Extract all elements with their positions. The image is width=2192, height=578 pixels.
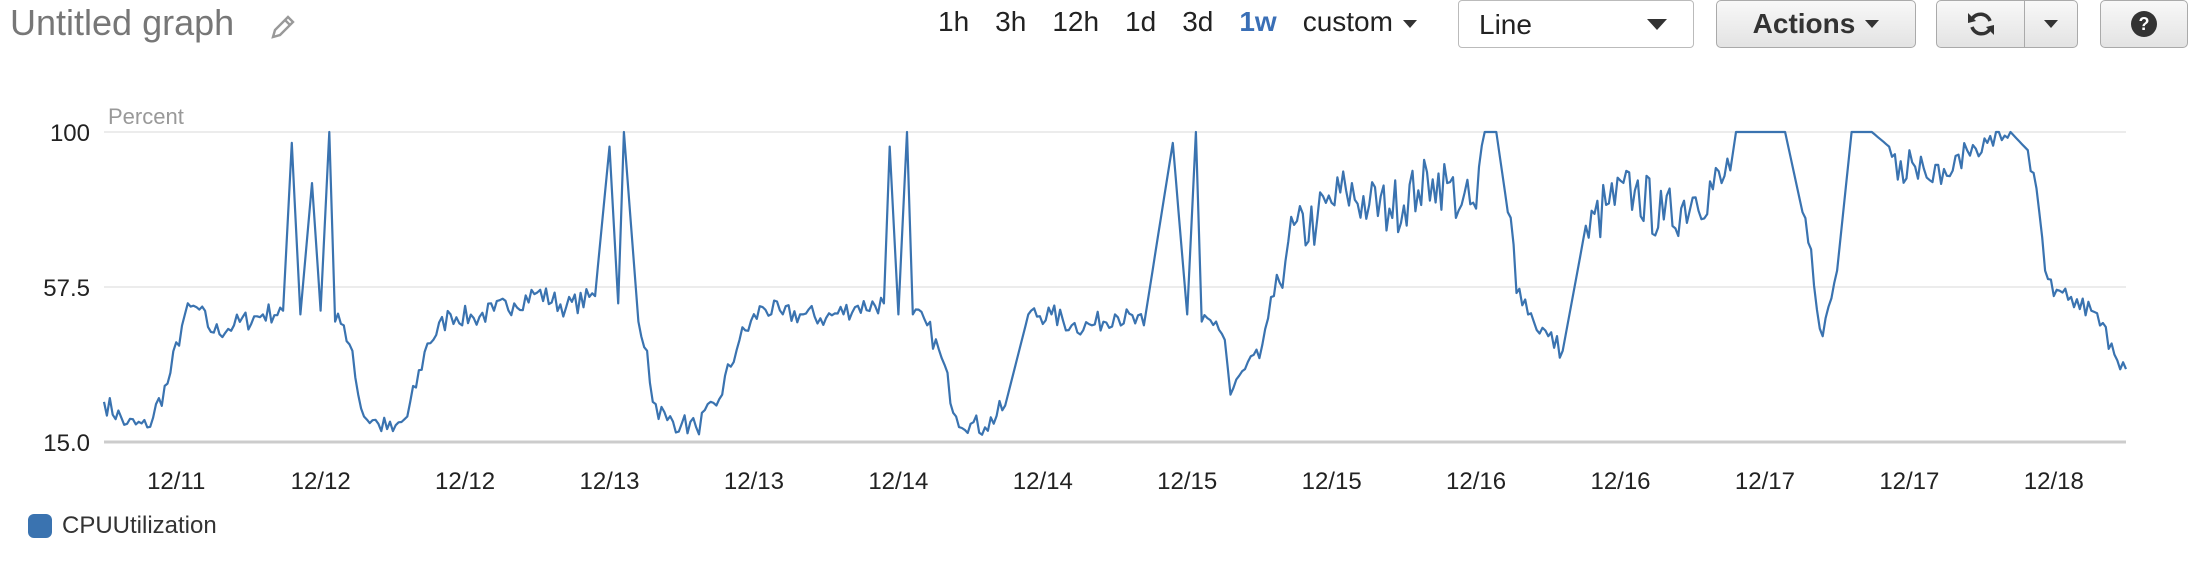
range-1w[interactable]: 1w <box>1239 6 1277 37</box>
pencil-icon[interactable] <box>268 12 298 42</box>
actions-label: Actions <box>1752 8 1856 39</box>
x-tick-label: 12/17 <box>1735 468 1795 495</box>
x-tick-label: 12/12 <box>435 468 495 495</box>
x-tick-label: 12/12 <box>291 468 351 495</box>
cpu-utilization-chart: Percent 100 57.5 15.0 12/11 12/12 12/12 12/13… <box>43 104 2128 495</box>
x-tick-label: 12/14 <box>868 468 928 495</box>
graph-title[interactable]: Untitled graph <box>10 2 235 43</box>
actions-button[interactable]: Actions <box>1716 0 1916 48</box>
legend-swatch <box>28 514 52 538</box>
range-custom-label: custom <box>1302 6 1393 37</box>
help-button[interactable]: ? <box>2100 0 2188 48</box>
x-tick-label: 12/13 <box>579 468 639 495</box>
x-tick-label: 12/11 <box>147 468 205 495</box>
series-line-cpuutilization <box>102 130 2128 436</box>
range-1h[interactable]: 1h <box>938 6 970 37</box>
legend: CPUUtilization <box>28 512 217 540</box>
y-tick-label: 57.5 <box>43 275 90 302</box>
range-3h[interactable]: 3h <box>995 6 1027 37</box>
legend-label: CPUUtilization <box>62 512 217 539</box>
x-tick-label: 12/15 <box>1302 468 1362 495</box>
y-tick-label: 100 <box>50 120 90 147</box>
x-tick-label: 12/16 <box>1446 468 1506 495</box>
x-tick-label: 12/14 <box>1013 468 1073 495</box>
time-range-selector: 1h 3h 12h 1d 3d 1w custom <box>938 2 1443 42</box>
refresh-icon[interactable] <box>1937 1 2026 47</box>
chevron-down-icon <box>1865 20 1880 28</box>
range-12h[interactable]: 12h <box>1052 6 1100 37</box>
x-tick-label: 12/17 <box>1879 468 1939 495</box>
range-1d[interactable]: 1d <box>1125 6 1157 37</box>
x-tick-label: 12/16 <box>1590 468 1650 495</box>
range-custom-dropdown[interactable]: custom <box>1303 6 1417 38</box>
x-tick-label: 12/13 <box>724 468 784 495</box>
chevron-down-icon <box>2044 20 2059 28</box>
y-tick-label: 15.0 <box>43 430 90 457</box>
refresh-button-group <box>1936 0 2078 48</box>
help-icon: ? <box>2131 11 2157 37</box>
refresh-options-dropdown[interactable] <box>2025 1 2077 47</box>
chevron-down-icon <box>1402 19 1417 28</box>
chart-type-value: Line <box>1479 9 1532 40</box>
chevron-down-icon <box>1647 19 1667 30</box>
range-3d[interactable]: 3d <box>1182 6 1214 37</box>
chart-type-select[interactable]: Line <box>1458 0 1694 48</box>
svg-text:?: ? <box>2139 14 2150 34</box>
y-axis-label: Percent <box>108 104 184 129</box>
x-tick-label: 12/18 <box>2024 468 2084 495</box>
x-tick-label: 12/15 <box>1157 468 1217 495</box>
